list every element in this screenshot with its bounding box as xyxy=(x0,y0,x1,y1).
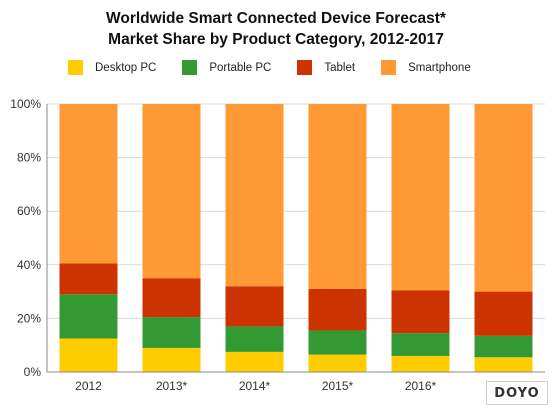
watermark-logo: DOYO xyxy=(486,381,548,405)
y-tick-label: 20% xyxy=(17,311,41,325)
x-tick-label: 2014* xyxy=(239,379,271,393)
bars xyxy=(59,104,533,372)
bar-segment-desktop-pc xyxy=(59,338,118,372)
bar-segment-tablet xyxy=(474,291,533,336)
bar-segment-desktop-pc xyxy=(391,355,450,372)
bar-segment-desktop-pc xyxy=(142,347,201,372)
y-tick-labels: 0% 20% 40% 60% 80% 100% xyxy=(10,97,41,379)
bar-segment-smartphone xyxy=(391,104,450,291)
legend-swatch-desktop-pc xyxy=(68,60,83,75)
bar-segment-tablet xyxy=(308,288,367,331)
bar-segment-portable-pc xyxy=(59,294,118,339)
chart-legend: Desktop PC Portable PC Tablet Smartphone xyxy=(68,60,497,75)
legend-item-tablet: Tablet xyxy=(297,60,355,75)
legend-label-smartphone: Smartphone xyxy=(408,61,471,74)
bar-segment-desktop-pc xyxy=(225,351,284,372)
chart-title-line2: Market Share by Product Category, 2012-2… xyxy=(108,31,444,48)
bar-segment-desktop-pc xyxy=(474,357,533,372)
x-tick-label: 2012 xyxy=(75,379,102,393)
bar-segment-smartphone xyxy=(225,104,284,287)
legend-item-portable-pc: Portable PC xyxy=(182,60,271,75)
bar-segment-smartphone xyxy=(308,104,367,289)
gridlines xyxy=(47,103,545,319)
legend-item-desktop-pc: Desktop PC xyxy=(68,60,156,75)
bar-segment-tablet xyxy=(225,286,284,327)
bar-segment-portable-pc xyxy=(225,326,284,352)
bar-segment-tablet xyxy=(391,290,450,334)
bar-segment-portable-pc xyxy=(391,333,450,356)
chart-title: Worldwide Smart Connected Device Forecas… xyxy=(0,8,552,50)
legend-swatch-tablet xyxy=(297,60,313,75)
axes xyxy=(46,104,545,373)
watermark-text: DOYO xyxy=(494,385,540,401)
x-tick-label: 2015* xyxy=(322,379,354,393)
x-tick-label: 2013* xyxy=(156,379,188,393)
bar-segment-desktop-pc xyxy=(308,354,367,372)
bar-segment-tablet xyxy=(59,263,118,295)
bar-segment-tablet xyxy=(142,278,201,318)
legend-item-smartphone: Smartphone xyxy=(381,60,471,75)
bar-segment-smartphone xyxy=(59,104,118,264)
y-tick-label: 0% xyxy=(24,365,42,379)
legend-swatch-portable-pc xyxy=(182,60,198,75)
bar-segment-portable-pc xyxy=(308,330,367,355)
legend-label-tablet: Tablet xyxy=(324,61,356,74)
legend-label-desktop-pc: Desktop PC xyxy=(95,61,157,74)
y-tick-label: 40% xyxy=(17,258,41,272)
bar-segment-smartphone xyxy=(474,104,533,292)
x-tick-label: 2016* xyxy=(405,379,437,393)
legend-label-portable-pc: Portable PC xyxy=(209,61,272,74)
bar-segment-portable-pc xyxy=(142,317,201,348)
legend-swatch-smartphone xyxy=(381,60,397,75)
chart-title-line1: Worldwide Smart Connected Device Forecas… xyxy=(106,10,446,27)
y-tick-label: 60% xyxy=(17,204,41,218)
bar-segment-smartphone xyxy=(142,104,201,279)
y-tick-label: 80% xyxy=(17,151,41,165)
y-tick-label: 100% xyxy=(10,97,41,111)
bar-segment-portable-pc xyxy=(474,335,533,358)
